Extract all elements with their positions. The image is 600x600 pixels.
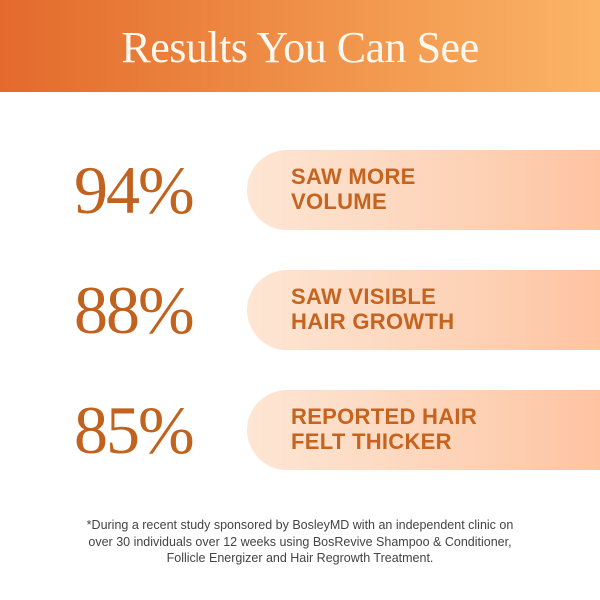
stat-label-line: HAIR GROWTH	[291, 309, 455, 334]
stat-row: 88% SAW VISIBLE HAIR GROWTH	[0, 270, 600, 350]
stat-label-line: REPORTED HAIR	[291, 404, 478, 429]
stat-label-line: VOLUME	[291, 189, 387, 214]
stat-label-line: SAW MORE	[291, 164, 416, 189]
stat-pill	[247, 270, 600, 350]
stat-label-line: SAW VISIBLE	[291, 284, 437, 309]
header-banner: Results You Can See	[0, 0, 600, 92]
stat-label-line: FELT THICKER	[291, 429, 452, 454]
stat-percent: 94%	[74, 152, 195, 228]
stat-percent: 85%	[74, 392, 195, 468]
stat-label: SAW VISIBLE HAIR GROWTH	[291, 284, 591, 334]
page-title: Results You Can See	[121, 23, 479, 72]
stat-row: 85% REPORTED HAIR FELT THICKER	[0, 390, 600, 470]
stat-label: SAW MORE VOLUME	[291, 164, 591, 214]
stat-percent: 88%	[74, 272, 195, 348]
stat-row: 94% SAW MORE VOLUME	[0, 150, 600, 230]
footnote: *During a recent study sponsored by Bosl…	[40, 517, 560, 567]
footnote-line: over 30 individuals over 12 weeks using …	[88, 534, 512, 549]
footnote-line: Follicle Energizer and Hair Regrowth Tre…	[166, 551, 434, 565]
footnote-line: *During a recent study sponsored by Bosl…	[86, 518, 514, 532]
stat-label: REPORTED HAIR FELT THICKER	[291, 404, 591, 454]
stat-pill	[247, 150, 600, 230]
stat-pill	[247, 390, 600, 470]
